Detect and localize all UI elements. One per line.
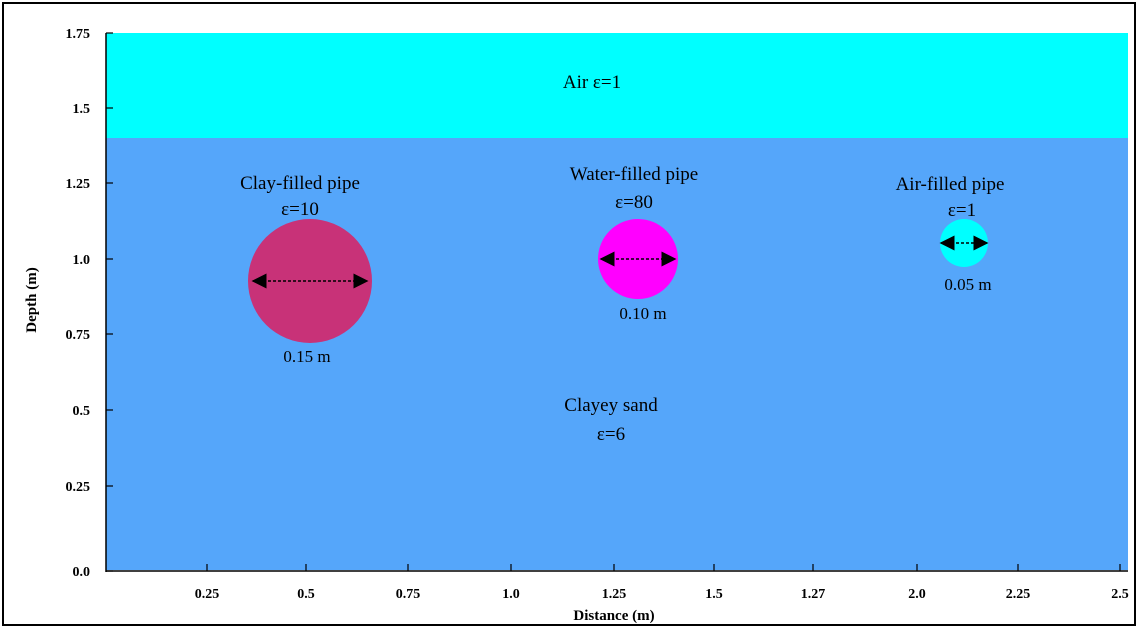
air-layer-label: Air ε=1 [563, 72, 621, 93]
air-pipe-title: Air-filled pipe [896, 174, 1005, 195]
x-tick-label: 1.25 [602, 587, 627, 602]
y-tick-label: 0.5 [73, 404, 91, 419]
water-pipe-eps: ε=80 [615, 192, 653, 213]
soil-layer [106, 138, 1128, 570]
y-tick-label: 0.25 [66, 480, 91, 495]
y-ticks: 0.0 0.25 0.5 0.75 1.0 1.25 1.5 1.75 [66, 27, 113, 580]
y-tick-label: 0.75 [66, 328, 91, 343]
air-pipe-eps: ε=1 [948, 200, 976, 221]
water-pipe-diameter: 0.10 m [619, 304, 666, 323]
air-layer [106, 33, 1128, 138]
y-tick-label: 1.25 [66, 177, 91, 192]
x-tick-label: 2.0 [908, 587, 926, 602]
x-tick-label: 1.0 [502, 587, 520, 602]
x-tick-label: 2.5 [1111, 587, 1129, 602]
x-tick-label: 1.5 [705, 587, 723, 602]
x-tick-label: 2.25 [1006, 587, 1031, 602]
y-tick-label: 1.5 [73, 102, 91, 117]
y-tick-label: 1.75 [66, 27, 91, 42]
y-tick-label: 0.0 [73, 565, 91, 580]
y-tick-label: 1.0 [73, 253, 91, 268]
soil-label-line1: Clayey sand [564, 395, 658, 416]
air-pipe-diameter: 0.05 m [944, 275, 991, 294]
water-pipe-title: Water-filled pipe [570, 164, 698, 185]
clay-pipe-title: Clay-filled pipe [240, 173, 360, 194]
x-tick-label: 1.27 [801, 587, 826, 602]
x-tick-label: 0.25 [195, 587, 220, 602]
y-axis-label: Depth (m) [24, 267, 40, 332]
x-tick-label: 0.5 [297, 587, 315, 602]
x-ticks: 0.25 0.5 0.75 1.0 1.25 1.5 1.27 2.0 2.25 2.5 [195, 564, 1129, 602]
clay-pipe-eps: ε=10 [281, 199, 319, 220]
x-axis-label: Distance (m) [573, 608, 654, 624]
clay-pipe-diameter: 0.15 m [283, 347, 330, 366]
soil-label-line2: ε=6 [597, 424, 625, 445]
x-tick-label: 0.75 [396, 587, 421, 602]
